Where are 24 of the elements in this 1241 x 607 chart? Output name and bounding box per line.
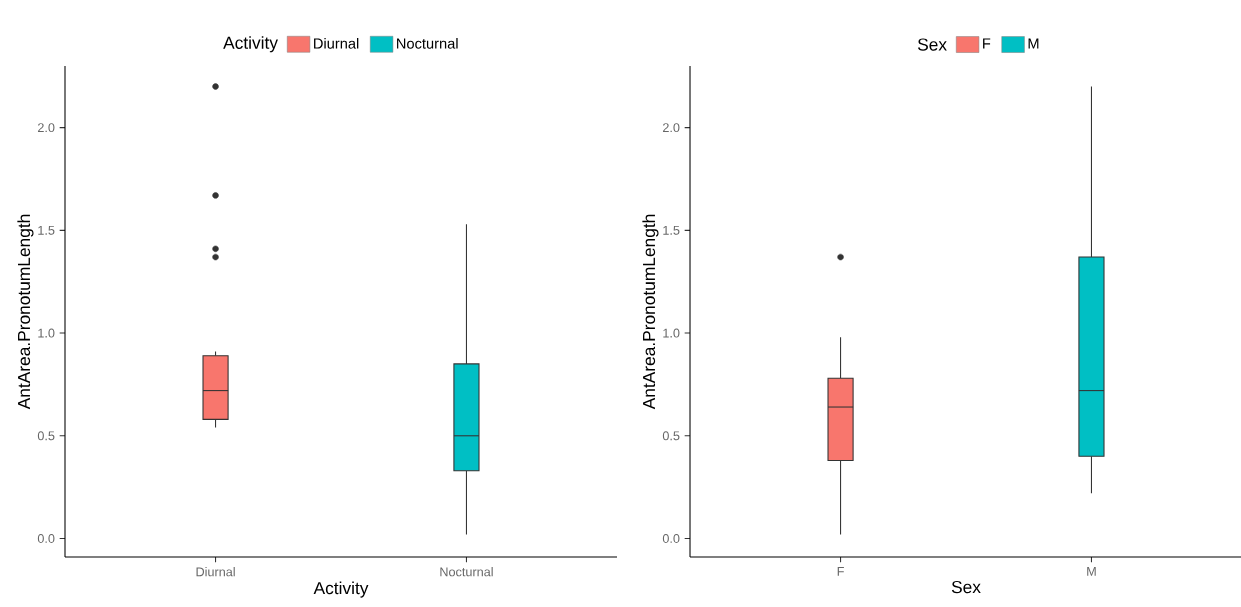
y-tick-label: 0.0 — [662, 534, 680, 543]
y-tick-label: 1.0 — [38, 328, 55, 338]
x-axis-title: Activity — [313, 581, 369, 598]
y-tick-label: 1.5 — [38, 225, 55, 235]
y-tick-label: 1.5 — [663, 225, 680, 235]
y-tick-label: 0.5 — [37, 431, 55, 441]
y-tick-label: 0.5 — [662, 431, 680, 441]
legend-label: M — [1028, 38, 1039, 49]
x-axis-title: Sex — [951, 580, 981, 594]
x-tick-label: Diurnal — [196, 567, 235, 577]
x-tick-label: M — [1087, 567, 1096, 576]
legend-label: Nocturnal — [397, 37, 458, 49]
x-tick-label: F — [837, 567, 844, 576]
legend-label: F — [983, 38, 991, 49]
y-tick-label: 2.0 — [37, 123, 55, 133]
y-axis-title: AntArea.PronotumLength — [642, 214, 659, 410]
legend-title: Sex — [917, 38, 947, 51]
y-axis-title: AntArea.PronotumLength — [17, 214, 34, 410]
x-tick-label: Nocturnal — [440, 567, 493, 577]
y-tick-label: 2.0 — [662, 123, 680, 133]
legend-label: Diurnal — [314, 37, 359, 49]
y-tick-label: 0.0 — [37, 534, 55, 543]
y-tick-label: 1.0 — [663, 328, 680, 338]
legend-title: Activity — [223, 36, 278, 53]
